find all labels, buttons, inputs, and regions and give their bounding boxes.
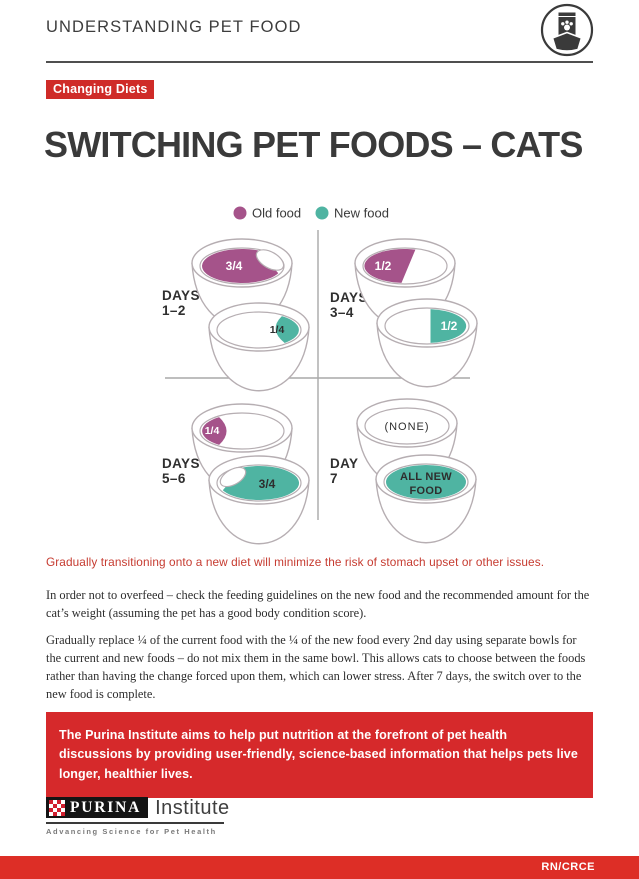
paragraph-replace-quarter: Gradually replace ¼ of the current food …	[46, 633, 586, 701]
empty-compartment	[219, 466, 247, 488]
quadrant-day-7: DAY 7 (NONE) ALL NEW FOOD	[330, 398, 477, 544]
old-portion-label: 3/4	[226, 259, 243, 273]
purina-institute-logo: PURINA Institute Advancing Science for P…	[46, 797, 230, 836]
legend: Old food New food	[233, 206, 389, 221]
day-range: 7	[330, 471, 338, 486]
new-food-portion	[275, 316, 299, 343]
new-food-bowl: 1/2	[376, 298, 478, 388]
old-food-bowl: 3/4	[191, 238, 293, 328]
new-portion-label: 1/2	[441, 319, 458, 333]
purina-checkerboard-icon	[49, 799, 65, 816]
day-label: DAY	[330, 456, 358, 471]
paragraph-overfeed: In order not to overfeed – check the fee…	[46, 588, 590, 620]
new-food-portion	[430, 309, 467, 343]
old-food-legend-label: Old food	[252, 206, 301, 221]
day-label: DAYS	[162, 456, 200, 471]
new-portion-label: 1/4	[270, 324, 285, 336]
new-food-bowl: 3/4	[208, 455, 310, 545]
none-label: (NONE)	[384, 421, 429, 433]
footer-bar: RN/CRCE	[0, 856, 639, 879]
new-food-bowl-full: ALL NEW FOOD	[375, 454, 477, 544]
old-food-portion	[202, 417, 227, 445]
purina-wordmark: PURINA	[70, 798, 142, 816]
quadrant-days-5-6: DAYS 5–6 1/4 3/4	[162, 403, 310, 545]
document-code: RN/CRCE	[541, 861, 595, 873]
logo-tagline: Advancing Science for Pet Health	[46, 827, 217, 836]
food-transition-diagram: Old food New food DAYS 1–2 3/4	[162, 206, 478, 545]
header-divider	[46, 61, 593, 63]
old-food-portion	[364, 248, 416, 283]
quadrant-days-3-4: DAYS 3–4 1/2 1/2	[330, 238, 478, 388]
all-new-food-label-line2: FOOD	[410, 485, 443, 497]
pet-food-bag-and-bowl-icon	[540, 3, 594, 57]
purina-logo-box: PURINA	[46, 797, 149, 818]
logo-divider	[46, 822, 224, 824]
day-label: DAYS	[330, 290, 368, 305]
page-header-title: UNDERSTANDING PET FOOD	[46, 18, 302, 36]
new-food-bowl: 1/4	[208, 302, 310, 392]
new-food-legend-dot	[315, 206, 329, 220]
empty-compartment	[255, 249, 285, 271]
category-badge: Changing Diets	[46, 80, 155, 99]
new-food-portion	[386, 465, 466, 499]
new-food-legend-label: New food	[334, 206, 389, 221]
page-title: SWITCHING PET FOODS – CATS	[44, 124, 583, 165]
mission-callout: The Purina Institute aims to help put nu…	[46, 712, 593, 799]
quadrant-days-1-2: DAYS 1–2 3/4 1/4	[162, 238, 310, 392]
old-portion-label: 1/4	[205, 425, 220, 437]
old-portion-label: 1/2	[375, 259, 392, 273]
day-range: 1–2	[162, 303, 186, 318]
all-new-food-label-line1: ALL NEW	[400, 471, 452, 483]
institute-wordmark: Institute	[155, 796, 230, 819]
old-food-bowl: 1/2	[354, 238, 456, 328]
day-range: 3–4	[330, 305, 354, 320]
highlight-sentence: Gradually transitioning onto a new diet …	[46, 555, 545, 569]
day-label: DAYS	[162, 288, 200, 303]
day-range: 5–6	[162, 471, 186, 486]
new-portion-label: 3/4	[259, 477, 276, 491]
old-food-legend-dot	[233, 206, 247, 220]
